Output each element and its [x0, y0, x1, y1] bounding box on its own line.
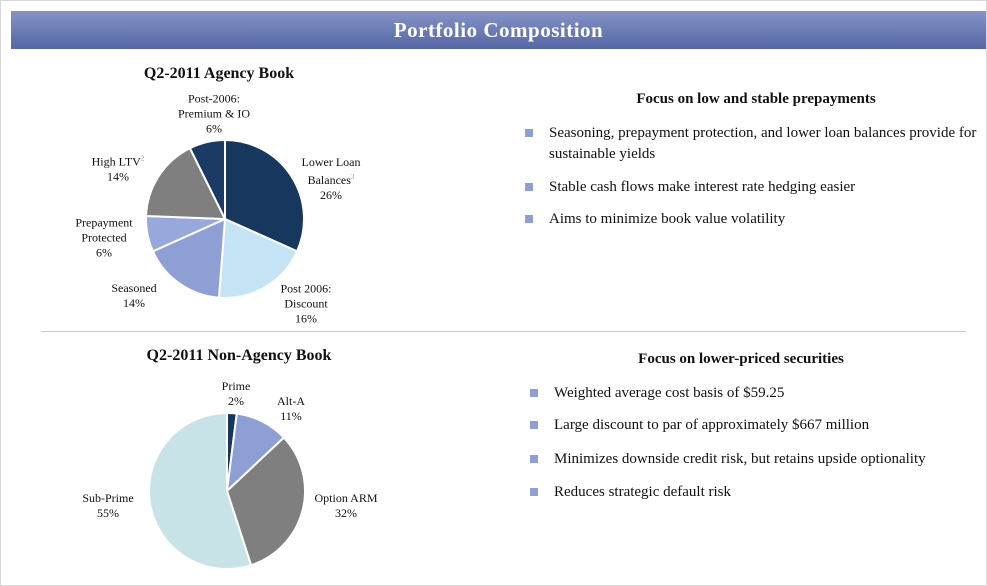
category-label: High LTV	[91, 154, 141, 169]
category-label: Prime	[221, 379, 251, 393]
slice-label: Prime 2%	[216, 379, 256, 409]
bullet: Weighted average cost basis of $59.25	[530, 383, 987, 404]
bullet: Aims to minimize book value volatility	[525, 209, 979, 230]
value-label: 11%	[280, 409, 302, 423]
bullet: Seasoning, prepayment protection, and lo…	[525, 123, 979, 165]
pie-slice	[217, 217, 299, 299]
bullet: Stable cash flows make interest rate hed…	[525, 177, 979, 198]
slice-label: Post 2006: Discount 16%	[271, 282, 341, 327]
pie-slice	[151, 217, 227, 299]
slice-label: Prepayment Protected 6%	[64, 216, 144, 261]
value-label: 6%	[206, 121, 222, 136]
chart-title: Q2-2011 Agency Book	[143, 65, 295, 82]
category-label: Post 2006: Discount	[280, 281, 332, 311]
bullet: Large discount to par of approximately $…	[530, 415, 987, 436]
value-label: 55%	[97, 506, 119, 520]
bullet: Reduces strategic default risk	[530, 482, 987, 503]
divider	[41, 331, 966, 332]
footnote-mark: 3	[350, 173, 355, 181]
footnote-mark: 2	[140, 154, 145, 163]
slice-label: Option ARM 32%	[306, 491, 386, 521]
slice-label: Post-2006: Premium & IO 6%	[169, 92, 259, 137]
value-label: 6%	[96, 245, 112, 260]
category-label: Prepayment Protected	[75, 215, 133, 245]
category-label: Seasoned	[111, 281, 157, 295]
section-heading: Focus on low and stable prepayments	[636, 91, 876, 107]
value-label: 26%	[320, 188, 342, 202]
slice-label: Sub-Prime 55%	[78, 491, 138, 521]
pie-slice	[224, 138, 305, 253]
pie-slice	[225, 436, 306, 567]
value-label: 14%	[107, 169, 129, 184]
slice-label: Seasoned 14%	[104, 281, 164, 311]
value-label: 16%	[295, 311, 317, 326]
pie-slice	[145, 146, 227, 221]
category-label: Option ARM	[314, 491, 378, 505]
value-label: 14%	[123, 296, 145, 310]
slice-label: High LTV2 14%	[83, 152, 153, 185]
slice-label: Alt-A 11%	[266, 394, 316, 424]
value-label: 32%	[335, 506, 357, 520]
category-label: Alt-A	[277, 394, 305, 408]
slice-label: Lower Loan Balances3 26%	[291, 155, 371, 203]
chart-title: Q2-2011 Non-Agency Book	[146, 347, 332, 364]
pie-slice	[188, 138, 226, 220]
section-heading: Focus on lower-priced securities	[638, 351, 844, 367]
pie-slice	[148, 411, 253, 570]
category-label: Lower Loan Balances	[301, 155, 361, 187]
bullet: Minimizes downside credit risk, but reta…	[530, 449, 987, 470]
slide-title: Portfolio Composition	[11, 11, 986, 49]
category-label: Post-2006: Premium & IO	[178, 91, 250, 121]
value-label: 2%	[228, 394, 244, 408]
category-label: Sub-Prime	[82, 491, 134, 505]
